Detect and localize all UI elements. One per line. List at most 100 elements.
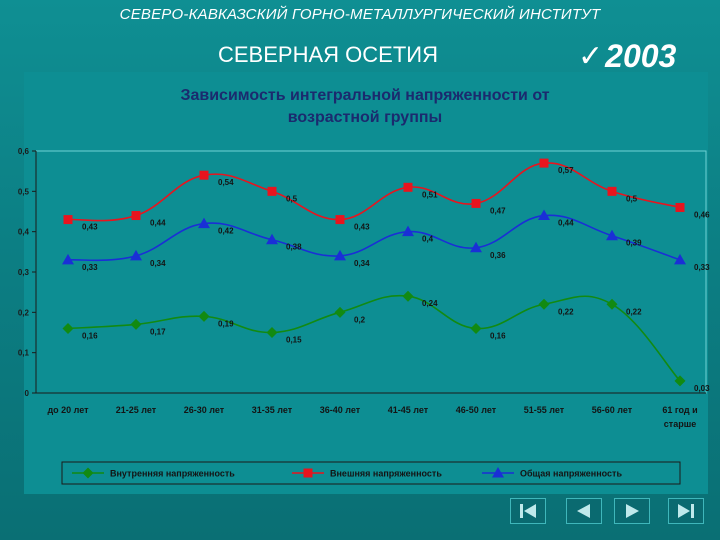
skip-to-end-icon [678, 504, 694, 518]
y-tick-label: 0,2 [18, 308, 30, 317]
data-label: 0,46 [694, 210, 710, 219]
data-point [538, 209, 550, 221]
legend-marker [303, 468, 313, 478]
last-slide-button[interactable] [668, 498, 704, 524]
checkmark-icon: ✓ [578, 40, 604, 73]
x-tick-label: 61 год и [662, 405, 697, 415]
series-line-1 [67, 294, 681, 382]
arrow-left-icon [577, 504, 590, 518]
legend-marker [492, 467, 504, 478]
data-label: 0,47 [490, 206, 506, 215]
legend-marker [82, 467, 94, 479]
data-point [267, 186, 277, 196]
data-point [675, 202, 685, 212]
data-label: 0,44 [150, 219, 166, 228]
y-tick-label: 0,3 [18, 268, 30, 277]
arrow-right-icon [626, 504, 639, 518]
data-point [470, 241, 482, 253]
data-point [674, 375, 686, 387]
x-tick-label: старше [664, 419, 696, 429]
y-tick-label: 0,6 [18, 147, 30, 156]
data-point [674, 253, 686, 265]
x-tick-label: 36-40 лет [320, 405, 361, 415]
data-point [607, 186, 617, 196]
data-label: 0,36 [490, 251, 506, 260]
data-point [471, 198, 481, 208]
skip-to-start-icon [520, 504, 536, 518]
legend-label: Внутренняя напряженность [110, 469, 235, 479]
data-point [606, 298, 618, 310]
data-label: 0,34 [354, 259, 370, 268]
year-block: ✓ 2003 [578, 38, 676, 75]
y-tick-label: 0 [25, 389, 30, 398]
data-label: 0,33 [694, 263, 710, 272]
region-title: СЕВЕРНАЯ ОСЕТИЯ [218, 42, 438, 67]
first-slide-button[interactable] [510, 498, 546, 524]
data-point [198, 310, 210, 322]
previous-slide-button[interactable] [566, 498, 602, 524]
data-label: 0,17 [150, 327, 166, 336]
data-label: 0,22 [626, 307, 642, 316]
chart-panel [24, 72, 708, 494]
x-tick-label: 41-45 лет [388, 405, 429, 415]
chart-title-line-1: Зависимость интегральной напряженности о… [180, 87, 549, 104]
data-point [402, 225, 414, 237]
data-label: 0,2 [354, 315, 366, 324]
x-tick-label: 31-35 лет [252, 405, 293, 415]
data-label: 0,16 [490, 331, 506, 340]
data-label: 0,22 [558, 307, 574, 316]
data-label: 0,33 [82, 263, 98, 272]
data-label: 0,24 [422, 299, 438, 308]
x-tick-label: до 20 лет [47, 405, 89, 415]
institute-title: СЕВЕРО-КАВКАЗСКИЙ ГОРНО-МЕТАЛЛУРГИЧЕСКИЙ… [119, 6, 601, 23]
data-point [198, 217, 210, 229]
data-point [131, 211, 141, 221]
data-point [539, 158, 549, 168]
y-tick-label: 0,5 [18, 187, 30, 196]
legend-label: Внешняя напряженность [330, 469, 442, 479]
data-point [266, 327, 278, 338]
data-label: 0,03 [694, 384, 710, 393]
legend-label: Общая напряженность [520, 469, 622, 479]
data-point [130, 318, 142, 330]
data-label: 0,4 [422, 235, 434, 244]
data-label: 0,39 [626, 239, 642, 248]
y-tick-label: 0,4 [18, 228, 30, 237]
data-point [334, 306, 346, 318]
data-label: 0,51 [422, 190, 438, 199]
y-tick-label: 0,1 [18, 349, 30, 358]
x-tick-label: 46-50 лет [456, 405, 497, 415]
data-label: 0,38 [286, 243, 302, 252]
data-point [266, 233, 278, 245]
data-label: 0,57 [558, 166, 574, 175]
year-label: 2003 [605, 38, 677, 74]
data-point [538, 298, 550, 310]
x-tick-label: 56-60 лет [592, 405, 633, 415]
series-line-3 [67, 214, 681, 262]
legend [61, 461, 681, 485]
data-label: 0,42 [218, 227, 234, 236]
next-slide-button[interactable] [614, 498, 650, 524]
x-tick-label: 26-30 лет [184, 405, 225, 415]
data-point [130, 249, 142, 261]
data-point [606, 229, 618, 241]
x-tick-label: 21-25 лет [116, 405, 157, 415]
series-line-2 [67, 162, 681, 222]
data-label: 0,44 [558, 219, 574, 228]
data-point [470, 322, 482, 334]
data-label: 0,34 [150, 259, 166, 268]
chart-title-line-2: возрастной группы [288, 109, 442, 126]
data-point [403, 182, 413, 192]
x-tick-label: 51-55 лет [524, 405, 565, 415]
data-label: 0,54 [218, 178, 234, 187]
data-label: 0,15 [286, 336, 302, 345]
data-label: 0,5 [286, 194, 298, 203]
data-point [335, 215, 345, 225]
data-label: 0,43 [354, 223, 370, 232]
data-label: 0,16 [82, 331, 98, 340]
data-point [63, 215, 73, 225]
data-point [199, 170, 209, 180]
data-point [62, 322, 74, 334]
data-point [62, 253, 74, 265]
